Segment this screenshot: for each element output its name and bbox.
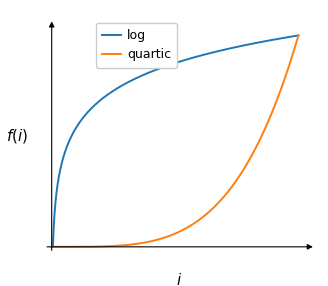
- quartic: [75, 245, 79, 249]
- Text: $f(i)$: $f(i)$: [6, 127, 28, 145]
- log: [150, 69, 154, 73]
- Line: quartic: quartic: [52, 35, 298, 247]
- quartic: [242, 167, 246, 170]
- log: [242, 43, 246, 47]
- Text: $i$: $i$: [176, 272, 182, 286]
- Legend: log, quartic: log, quartic: [96, 23, 177, 68]
- log: [159, 66, 163, 69]
- quartic: [158, 237, 162, 241]
- Line: log: log: [53, 35, 298, 247]
- log: [247, 43, 251, 46]
- log: [51, 245, 55, 249]
- quartic: [150, 239, 154, 243]
- quartic: [50, 245, 54, 249]
- quartic: [297, 34, 300, 37]
- log: [76, 123, 80, 126]
- log: [219, 49, 223, 52]
- quartic: [219, 198, 223, 202]
- quartic: [247, 160, 251, 163]
- log: [297, 34, 300, 37]
